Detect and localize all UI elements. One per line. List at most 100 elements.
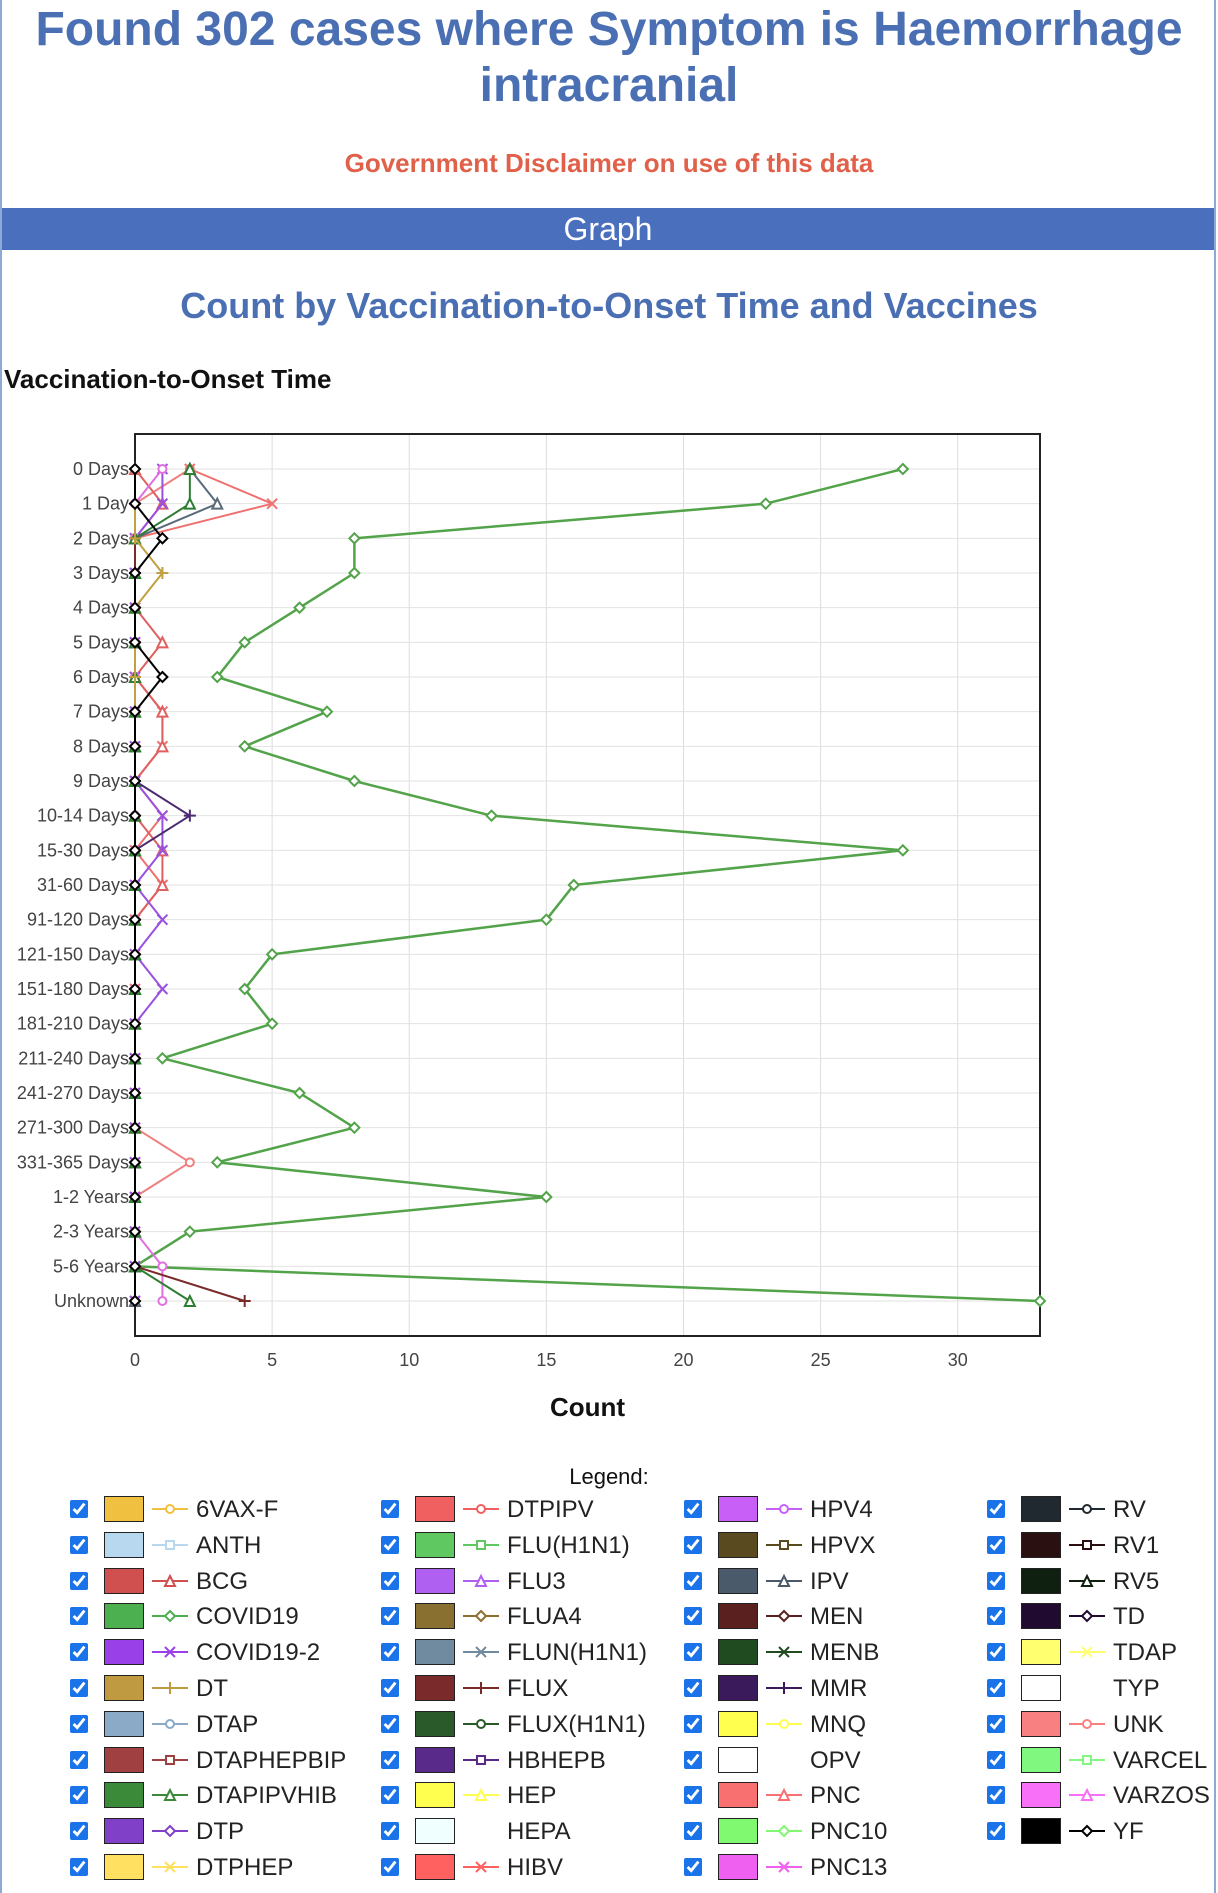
legend-item[interactable]: TYP [987, 1673, 1218, 1709]
data-point [155, 877, 170, 891]
legend-item[interactable]: FLU3 [381, 1566, 681, 1602]
legend-item[interactable]: MENB [684, 1637, 984, 1673]
legend-item[interactable]: FLU(H1N1) [381, 1530, 681, 1566]
data-point [128, 774, 142, 788]
legend-checkbox[interactable] [381, 1535, 399, 1554]
legend-checkbox[interactable] [684, 1714, 702, 1733]
legend-item[interactable]: PNC [684, 1780, 984, 1816]
legend-checkbox[interactable] [70, 1679, 88, 1697]
legend-checkbox[interactable] [70, 1535, 88, 1554]
legend-item[interactable]: DTPHEP [70, 1852, 370, 1888]
legend-item[interactable]: COVID19-2 [70, 1637, 370, 1673]
legend-label: IPV [810, 1567, 849, 1595]
disclaimer-link[interactable]: Government Disclaimer on use of this dat… [344, 148, 874, 178]
legend-item[interactable]: FLUX(H1N1) [381, 1709, 681, 1745]
data-point [157, 464, 168, 474]
legend-checkbox[interactable] [70, 1571, 88, 1590]
legend-checkbox[interactable] [987, 1643, 1005, 1662]
legend-checkbox[interactable] [381, 1750, 399, 1769]
legend-checkbox[interactable] [987, 1607, 1005, 1626]
legend-checkbox[interactable] [381, 1643, 399, 1662]
legend-checkbox[interactable] [684, 1750, 702, 1769]
legend-item[interactable]: RV5 [987, 1566, 1218, 1602]
legend-checkbox[interactable] [70, 1500, 88, 1518]
legend-checkbox[interactable] [684, 1535, 702, 1554]
legend-item[interactable]: FLUA4 [381, 1601, 681, 1637]
legend-checkbox[interactable] [381, 1500, 399, 1518]
legend-checkbox[interactable] [987, 1786, 1005, 1805]
legend-item[interactable]: MEN [684, 1601, 984, 1637]
legend-item[interactable]: DTAPIPVHIB [70, 1780, 370, 1816]
legend-item[interactable]: VARCEL [987, 1745, 1218, 1781]
legend-checkbox[interactable] [987, 1500, 1005, 1518]
legend-item[interactable]: PNC10 [684, 1816, 984, 1852]
legend-item[interactable]: MMR [684, 1673, 984, 1709]
legend-checkbox[interactable] [987, 1714, 1005, 1733]
legend-item[interactable]: 6VAX-F [70, 1494, 370, 1530]
legend-item[interactable]: HPV4 [684, 1494, 984, 1530]
legend-checkbox[interactable] [70, 1822, 88, 1841]
data-point [128, 635, 142, 649]
legend-checkbox[interactable] [70, 1607, 88, 1626]
legend-label: TYP [1113, 1675, 1160, 1702]
legend-checkbox[interactable] [987, 1679, 1005, 1697]
legend-checkbox[interactable] [684, 1822, 702, 1841]
legend-checkbox[interactable] [684, 1679, 702, 1697]
legend-item[interactable]: ANTH [70, 1530, 370, 1566]
legend-checkbox[interactable] [987, 1750, 1005, 1769]
legend-item[interactable]: DTAP [70, 1709, 370, 1745]
legend-checkbox[interactable] [684, 1500, 702, 1518]
legend-item[interactable]: OPV [684, 1745, 984, 1781]
legend-item[interactable]: HIBV [381, 1852, 681, 1888]
legend-checkbox[interactable] [381, 1571, 399, 1590]
legend-checkbox[interactable] [987, 1822, 1005, 1841]
legend-checkbox[interactable] [987, 1535, 1005, 1554]
legend-checkbox[interactable] [381, 1714, 399, 1733]
legend-checkbox[interactable] [987, 1571, 1005, 1590]
legend-marker [474, 1573, 488, 1587]
y-tick-label: 121-150 Days [17, 944, 129, 964]
chart-title: Count by Vaccination-to-Onset Time and V… [180, 285, 1038, 326]
legend-checkbox[interactable] [684, 1571, 702, 1590]
legend-checkbox[interactable] [70, 1714, 88, 1733]
legend-item[interactable]: HEPA [381, 1816, 681, 1852]
legend-item[interactable]: FLUN(H1N1) [381, 1637, 681, 1673]
legend-item[interactable]: COVID19 [70, 1601, 370, 1637]
legend-item[interactable]: HPVX [684, 1530, 984, 1566]
legend-checkbox[interactable] [381, 1679, 399, 1697]
legend-checkbox[interactable] [684, 1858, 702, 1876]
legend-checkbox[interactable] [381, 1822, 399, 1841]
legend-item[interactable]: BCG [70, 1566, 370, 1602]
legend-marker [474, 1609, 488, 1623]
legend-item[interactable]: FLUX [381, 1673, 681, 1709]
legend-checkbox[interactable] [70, 1750, 88, 1769]
legend-item[interactable]: VARZOS [987, 1780, 1218, 1816]
legend-item[interactable]: YF [987, 1816, 1218, 1852]
legend-item[interactable]: TDAP [987, 1637, 1218, 1673]
legend-checkbox[interactable] [381, 1786, 399, 1805]
legend-item[interactable]: MNQ [684, 1709, 984, 1745]
legend-label: HPV4 [810, 1496, 873, 1523]
legend-checkbox[interactable] [70, 1786, 88, 1805]
legend-checkbox[interactable] [70, 1643, 88, 1662]
legend-item[interactable]: DTP [70, 1816, 370, 1852]
legend-item[interactable]: RV [987, 1494, 1218, 1530]
legend-checkbox[interactable] [381, 1607, 399, 1626]
legend-item[interactable]: DTAPHEPBIP [70, 1745, 370, 1781]
legend-item[interactable]: DT [70, 1673, 370, 1709]
legend-marker [1082, 1539, 1092, 1550]
legend-checkbox[interactable] [684, 1643, 702, 1662]
legend-item[interactable]: UNK [987, 1709, 1218, 1745]
legend-color-swatch [718, 1531, 758, 1558]
legend-item[interactable]: HEP [381, 1780, 681, 1816]
legend-checkbox[interactable] [684, 1786, 702, 1805]
legend-item[interactable]: RV1 [987, 1530, 1218, 1566]
legend-item[interactable]: IPV [684, 1566, 984, 1602]
legend-item[interactable]: PNC13 [684, 1852, 984, 1888]
legend-checkbox[interactable] [70, 1858, 88, 1876]
legend-item[interactable]: DTPIPV [381, 1494, 681, 1530]
legend-checkbox[interactable] [381, 1858, 399, 1876]
legend-item[interactable]: TD [987, 1601, 1218, 1637]
legend-item[interactable]: HBHEPB [381, 1745, 681, 1781]
legend-checkbox[interactable] [684, 1607, 702, 1626]
